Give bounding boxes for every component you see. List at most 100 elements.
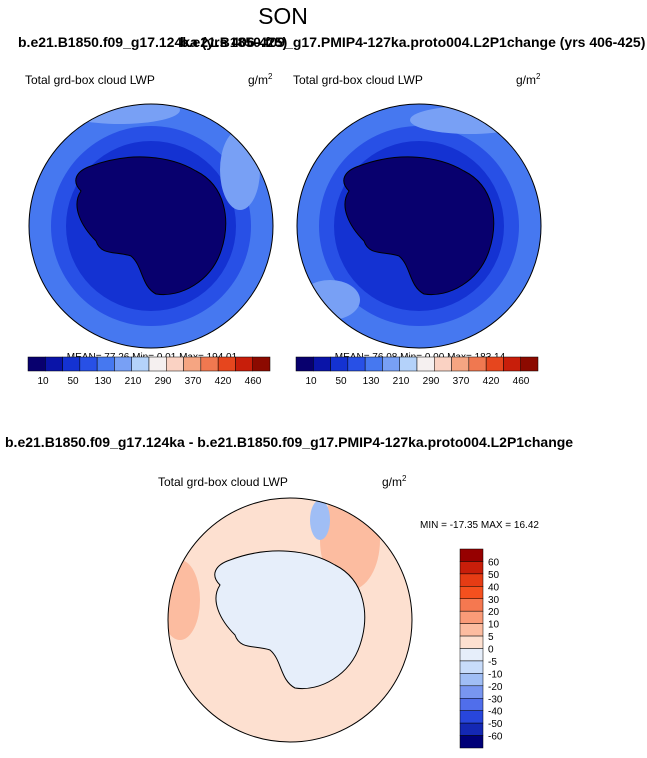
colorbar-label: -40 (488, 707, 503, 718)
colorbar-box (252, 356, 271, 372)
colorbar-label: 290 (155, 376, 172, 387)
colorbar-box (79, 356, 98, 372)
case-title: b.e21.B1850.f09_g17.124ka (yrs 406-425) (18, 34, 287, 50)
map (29, 104, 273, 348)
colorbar-label: -60 (488, 732, 503, 743)
colorbar-box (459, 586, 484, 599)
colorbar-box (459, 610, 484, 624)
case-title: b.e21.B1850.f09_g17.PMIP4-127ka.proto004… (180, 34, 645, 50)
colorbar-box (364, 356, 383, 372)
colorbar-box (459, 698, 484, 711)
colorbar-label: 30 (488, 595, 500, 606)
colorbar-label: 130 (95, 376, 112, 387)
colorbar-box (459, 561, 484, 575)
colorbar-box (183, 356, 202, 372)
units-sup: 2 (402, 474, 407, 483)
units-text: g/m (248, 73, 268, 87)
colorbar-box (330, 356, 349, 372)
colorbar-box (459, 722, 484, 736)
colorbar-box (45, 356, 63, 372)
colorbar-box (459, 660, 484, 674)
colorbar-box (27, 356, 46, 372)
colorbar-box (96, 356, 115, 372)
colorbar-box (434, 356, 452, 372)
colorbar-box (459, 685, 484, 699)
map (168, 498, 412, 742)
colorbar-box (200, 356, 219, 372)
colorbar-label: 460 (513, 376, 530, 387)
units-text: g/m (516, 73, 536, 87)
colorbar-box (468, 356, 487, 372)
figure-title: SON (258, 3, 308, 29)
colorbar-label: 10 (488, 620, 500, 631)
colorbar-label: 10 (305, 376, 317, 387)
colorbar-label: -50 (488, 719, 503, 730)
colorbar-box (131, 356, 150, 372)
colorbar-box (459, 598, 484, 612)
colorbar-box (347, 356, 366, 372)
colorbar-label: 50 (488, 570, 500, 581)
colorbar-box (459, 548, 484, 562)
colorbar-label: 210 (125, 376, 142, 387)
colorbar-label: 420 (483, 376, 500, 387)
colorbar-box (166, 356, 184, 372)
colorbar-box (459, 573, 484, 587)
colorbar-box (520, 356, 539, 372)
units-sup: 2 (268, 72, 273, 81)
colorbar-label: 50 (335, 376, 347, 387)
colorbar-box (62, 356, 81, 372)
colorbar-box (459, 635, 484, 649)
colorbar-box (459, 648, 484, 662)
colorbar-box (416, 356, 435, 372)
colorbar-label: 5 (488, 632, 494, 643)
colorbar-box (459, 673, 484, 687)
field-name: Total grd-box cloud LWP (158, 475, 288, 489)
colorbar-label: 40 (488, 582, 500, 593)
colorbar-label: 370 (453, 376, 470, 387)
colorbar-label: 460 (245, 376, 262, 387)
units: g/m2 (516, 72, 541, 87)
colorbar-label: 10 (37, 376, 49, 387)
colorbar-label: 60 (488, 557, 500, 568)
colorbar-label: 290 (423, 376, 440, 387)
colorbar-box (503, 356, 521, 372)
colorbar-label: -30 (488, 694, 503, 705)
units-sup: 2 (536, 72, 541, 81)
diff-title: b.e21.B1850.f09_g17.124ka - b.e21.B1850.… (5, 434, 573, 450)
colorbar-label: 20 (488, 607, 500, 618)
colorbar-box (235, 356, 253, 372)
colorbar-label: 210 (393, 376, 410, 387)
map-border (167, 497, 413, 743)
colorbar-box (148, 356, 167, 372)
colorbar-box (313, 356, 331, 372)
colorbar-box (399, 356, 418, 372)
field-name: Total grd-box cloud LWP (25, 73, 155, 87)
map-border (296, 103, 542, 349)
colorbar-box (451, 356, 470, 372)
colorbar-box (459, 623, 484, 637)
colorbar-box (114, 356, 132, 372)
units-text: g/m (382, 475, 402, 489)
units: g/m2 (382, 474, 407, 489)
colorbar-label: -20 (488, 682, 503, 693)
colorbar-label: 50 (67, 376, 79, 387)
colorbar-box (459, 735, 484, 749)
colorbar-box (217, 356, 236, 372)
colorbar-box (485, 356, 504, 372)
units: g/m2 (248, 72, 273, 87)
colorbar-box (295, 356, 314, 372)
colorbar-label: 420 (215, 376, 232, 387)
stats: MIN = -17.35 MAX = 16.42 (420, 520, 539, 531)
colorbar-label: -10 (488, 669, 503, 680)
colorbar-label: 0 (488, 645, 494, 656)
colorbar-label: -5 (488, 657, 497, 668)
colorbar-label: 130 (363, 376, 380, 387)
colorbar-label: 370 (185, 376, 202, 387)
field-name: Total grd-box cloud LWP (293, 73, 423, 87)
map-border (28, 103, 274, 349)
map (297, 104, 541, 348)
colorbar-box (382, 356, 400, 372)
colorbar-box (459, 710, 484, 724)
